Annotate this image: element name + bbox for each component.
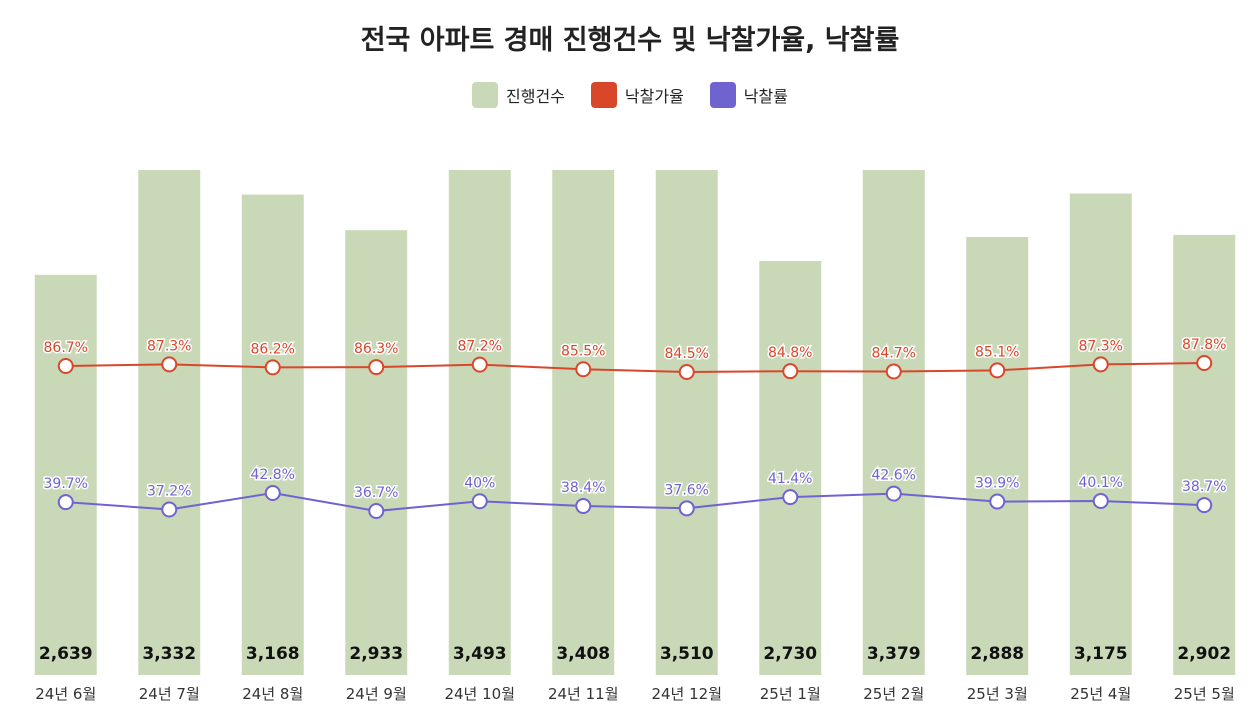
success-label-7: 41.4% <box>768 471 812 487</box>
success-point-3[interactable] <box>368 503 385 519</box>
success-point-6[interactable] <box>678 500 695 517</box>
x-tick-label-5: 24년 11월 <box>548 685 619 703</box>
success-point-1[interactable] <box>161 501 178 518</box>
success-point-2[interactable] <box>264 485 281 501</box>
x-tick-label-3: 24년 9월 <box>346 685 407 703</box>
legend-swatch-success <box>709 82 736 108</box>
legend-item-success[interactable]: 낙찰률 <box>709 82 788 108</box>
rate-label-4: 87.2% <box>458 339 502 355</box>
rate-point-7[interactable] <box>782 363 799 380</box>
success-point-0[interactable] <box>57 494 74 511</box>
rate-point-4[interactable] <box>471 356 488 373</box>
bar-3[interactable] <box>345 230 408 676</box>
bar-1[interactable] <box>138 170 201 675</box>
bar-6[interactable] <box>655 170 718 675</box>
success-label-5: 38.4% <box>561 480 605 496</box>
rate-label-11: 87.8% <box>1182 337 1226 353</box>
bar-11[interactable] <box>1173 234 1236 675</box>
x-tick-label-6: 24년 12월 <box>651 685 722 703</box>
rate-label-8: 84.7% <box>872 345 916 361</box>
success-label-4: 40% <box>464 475 495 491</box>
rate-line <box>65 362 1205 374</box>
success-label-8: 42.6% <box>872 468 916 484</box>
bar-8[interactable] <box>862 170 925 675</box>
bar-10[interactable] <box>1069 193 1132 675</box>
bar-7[interactable] <box>759 260 822 675</box>
rate-label-9: 85.1% <box>975 344 1019 360</box>
rate-point-9[interactable] <box>989 362 1006 379</box>
legend-swatch-rate <box>590 82 617 108</box>
success-point-8[interactable] <box>885 485 902 502</box>
bar-5[interactable] <box>552 170 615 675</box>
success-line <box>65 491 1205 513</box>
x-tick-label-0: 24년 6월 <box>35 685 96 703</box>
bar-value-label-6: 3,510 <box>660 644 714 664</box>
success-label-10: 40.1% <box>1079 475 1123 491</box>
bar-value-label-10: 3,175 <box>1074 644 1128 664</box>
success-point-9[interactable] <box>989 493 1006 510</box>
success-label-9: 39.9% <box>975 476 1019 492</box>
bar-value-label-4: 3,493 <box>453 644 507 664</box>
success-point-11[interactable] <box>1196 497 1213 514</box>
chart-legend: 진행건수 낙찰가율 낙찰률 <box>0 82 1260 108</box>
legend-item-rate[interactable]: 낙찰가율 <box>590 82 684 108</box>
x-tick-label-10: 25년 4월 <box>1070 685 1131 703</box>
rate-label-7: 84.8% <box>768 345 812 361</box>
success-label-3: 36.7% <box>354 485 398 501</box>
x-tick-label-4: 24년 10월 <box>444 685 515 703</box>
bar-value-label-2: 3,168 <box>246 644 300 664</box>
legend-item-bar[interactable]: 진행건수 <box>472 82 565 108</box>
success-point-4[interactable] <box>471 493 488 510</box>
rate-point-5[interactable] <box>575 361 592 378</box>
bar-value-label-7: 2,730 <box>763 644 817 664</box>
legend-label-success: 낙찰률 <box>743 87 788 106</box>
success-label-6: 37.6% <box>665 482 709 498</box>
chart-title: 전국 아파트 경매 진행건수 및 낙찰가율, 낙찰률 <box>360 25 900 56</box>
rate-label-5: 85.5% <box>561 343 605 359</box>
rate-label-6: 84.5% <box>665 346 709 362</box>
rate-label-2: 86.2% <box>251 341 295 357</box>
rate-point-2[interactable] <box>264 359 281 376</box>
bar-value-label-8: 3,379 <box>867 644 921 664</box>
rate-point-6[interactable] <box>678 364 695 380</box>
bar-4[interactable] <box>448 170 511 675</box>
success-label-1: 37.2% <box>147 484 191 500</box>
rate-label-1: 87.3% <box>147 338 191 354</box>
success-point-5[interactable] <box>575 497 592 514</box>
success-point-7[interactable] <box>782 489 799 506</box>
x-tick-label-7: 25년 1월 <box>760 685 821 703</box>
success-label-0: 39.7% <box>44 476 88 492</box>
rate-point-1[interactable] <box>161 356 178 373</box>
success-point-10[interactable] <box>1092 492 1109 509</box>
rate-point-8[interactable] <box>885 363 902 380</box>
bar-value-label-9: 2,888 <box>970 644 1024 664</box>
rate-point-10[interactable] <box>1092 356 1109 373</box>
x-tick-label-9: 25년 3월 <box>967 685 1028 703</box>
rate-label-3: 86.3% <box>354 341 398 357</box>
bar-value-label-11: 2,902 <box>1177 644 1231 664</box>
rate-point-3[interactable] <box>368 359 385 376</box>
bar-0[interactable] <box>34 274 97 675</box>
bar-value-label-0: 2,639 <box>39 644 93 664</box>
legend-label-rate: 낙찰가율 <box>624 87 684 106</box>
success-label-2: 42.8% <box>251 467 295 483</box>
x-tick-label-1: 24년 7월 <box>139 685 200 703</box>
bar-value-label-3: 2,933 <box>349 644 403 664</box>
x-tick-label-2: 24년 8월 <box>242 685 303 703</box>
rate-label-0: 86.7% <box>44 340 88 356</box>
x-tick-label-11: 25년 5월 <box>1174 685 1235 703</box>
legend-label-bar: 진행건수 <box>506 87 565 106</box>
rate-point-0[interactable] <box>57 358 74 374</box>
legend-swatch-bar <box>472 82 499 108</box>
success-label-11: 38.7% <box>1182 479 1226 495</box>
x-tick-label-8: 25년 2월 <box>863 685 924 703</box>
rate-label-10: 87.3% <box>1079 338 1123 354</box>
bar-value-label-5: 3,408 <box>556 644 610 664</box>
bar-9[interactable] <box>966 237 1029 675</box>
rate-point-11[interactable] <box>1196 355 1213 371</box>
bar-2[interactable] <box>241 194 304 675</box>
bar-value-label-1: 3,332 <box>142 644 196 664</box>
